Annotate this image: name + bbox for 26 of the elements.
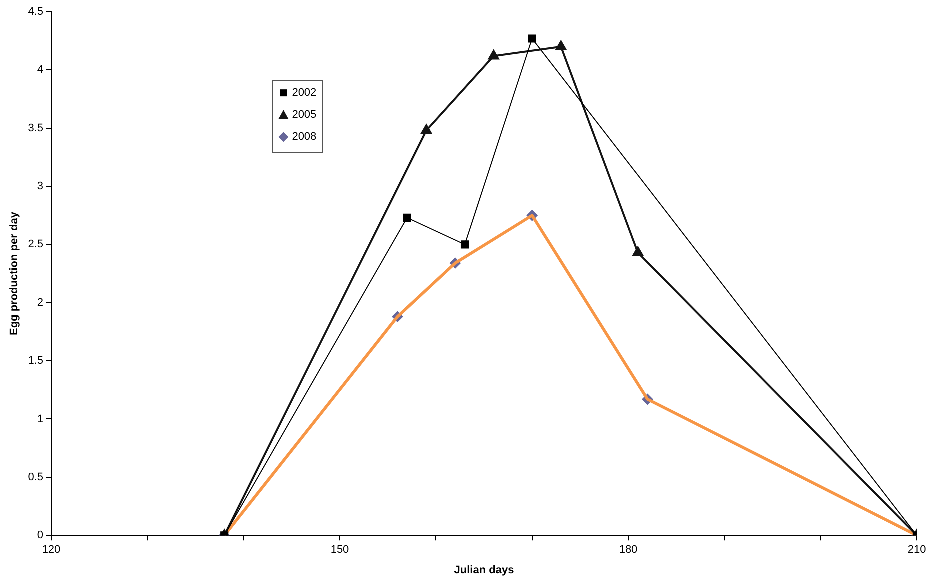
x-tick-label: 180: [619, 544, 638, 556]
point: [556, 40, 567, 50]
point: [528, 34, 536, 43]
y-tick-label: 1: [37, 413, 44, 426]
y-tick-label: 1.5: [28, 355, 44, 368]
legend-label: 2005: [292, 109, 317, 122]
x-tick-label: 210: [908, 544, 926, 556]
point: [632, 246, 644, 256]
y-axis-title: Egg production per day: [8, 211, 21, 336]
y-tick-label: 4: [37, 64, 44, 76]
y-tick-label: 2: [37, 296, 44, 309]
legend-label: 2008: [292, 131, 317, 144]
y-tick-label: 3.5: [28, 122, 44, 134]
y-tick-label: 0: [37, 530, 44, 542]
y-tick-label: 4.5: [28, 6, 44, 18]
x-tick-label: 150: [330, 544, 350, 556]
y-tick-label: 3: [37, 180, 44, 193]
y-tick-label: 2.5: [28, 238, 44, 251]
point: [421, 124, 432, 134]
x-tick-label: 120: [42, 544, 61, 556]
y-tick-label: 0.5: [28, 471, 44, 484]
legend-label: 2002: [292, 87, 317, 100]
point: [488, 50, 500, 60]
point: [403, 214, 412, 222]
point: [460, 240, 470, 249]
x-axis-title: Julian days: [454, 564, 514, 576]
